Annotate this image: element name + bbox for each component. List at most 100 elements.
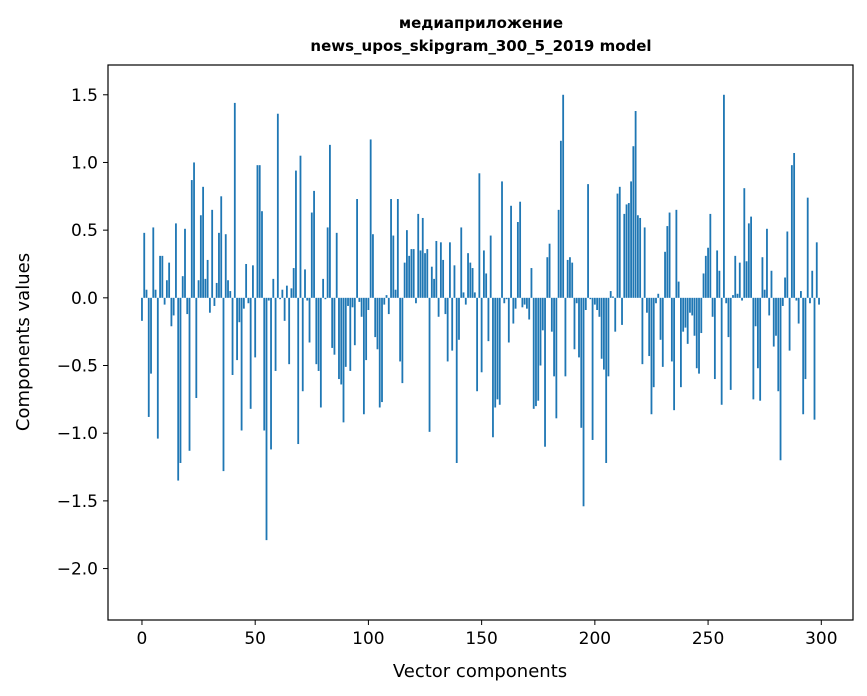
bar-50 — [254, 297, 257, 358]
bar-52 — [258, 165, 261, 298]
bar-87 — [338, 297, 340, 380]
bar-118 — [408, 255, 411, 298]
bar-284 — [784, 277, 786, 298]
bar-21 — [188, 297, 191, 451]
bar-95 — [356, 199, 358, 298]
y-tick-label-4: 0.0 — [71, 289, 98, 309]
bar-65 — [288, 297, 291, 365]
bar-22 — [190, 180, 193, 298]
bar-245 — [695, 297, 698, 369]
y-axis-ticks: −2.0 −1.5 −1.0 −0.5 0.0 0.5 1.0 1.5 — [57, 86, 108, 580]
bar-147 — [473, 292, 476, 298]
bar-16 — [177, 297, 180, 481]
bar-246 — [698, 297, 700, 374]
bar-12 — [168, 262, 171, 298]
bar-107 — [383, 297, 386, 305]
bar-214 — [625, 204, 628, 298]
bar-70 — [299, 155, 302, 298]
bar-234 — [670, 297, 673, 362]
bar-13 — [170, 297, 173, 327]
bar-23 — [193, 162, 195, 298]
bar-244 — [693, 297, 696, 336]
bar-241 — [686, 297, 689, 344]
bar-15 — [175, 223, 177, 298]
bar-263 — [736, 293, 739, 298]
bar-150 — [480, 297, 483, 373]
bar-120 — [412, 249, 415, 298]
bar-272 — [756, 297, 759, 369]
bar-178 — [544, 297, 546, 447]
bar-212 — [621, 297, 623, 325]
bar-231 — [664, 251, 666, 298]
bar-130 — [435, 240, 438, 298]
bar-277 — [768, 297, 771, 316]
bar-298 — [815, 242, 818, 298]
bar-126 — [426, 249, 429, 298]
bar-75 — [310, 212, 313, 298]
bar-102 — [372, 234, 374, 298]
bar-24 — [195, 297, 198, 398]
bar-154 — [489, 235, 492, 298]
bar-203 — [600, 297, 603, 359]
x-tick-label-150: 150 — [465, 629, 497, 649]
bar-35 — [220, 196, 223, 298]
bar-168 — [521, 297, 524, 308]
bar-1 — [143, 232, 146, 298]
bar-108 — [385, 295, 388, 298]
bar-131 — [437, 297, 440, 317]
bar-247 — [700, 297, 703, 334]
bar-81 — [324, 297, 327, 300]
bar-91 — [347, 297, 349, 306]
bar-217 — [632, 146, 635, 298]
bar-192 — [575, 297, 578, 304]
bar-153 — [487, 297, 490, 342]
bar-238 — [680, 297, 682, 388]
bar-196 — [584, 297, 587, 311]
bar-156 — [494, 297, 497, 408]
bar-111 — [392, 235, 395, 298]
bar-286 — [788, 297, 791, 351]
bar-223 — [646, 297, 648, 313]
bar-39 — [229, 291, 232, 298]
bar-295 — [809, 297, 811, 304]
bar-4 — [150, 297, 152, 374]
bar-278 — [770, 270, 773, 298]
bar-145 — [469, 262, 472, 298]
bar-237 — [677, 281, 680, 298]
bar-179 — [546, 257, 549, 298]
bar-37 — [224, 234, 227, 298]
bar-124 — [421, 217, 424, 298]
bar-60 — [276, 113, 279, 298]
bar-62 — [281, 289, 284, 298]
bar-258 — [725, 297, 728, 304]
bar-184 — [557, 209, 560, 298]
bar-110 — [390, 199, 392, 298]
bar-0 — [141, 297, 143, 321]
bar-221 — [641, 297, 644, 365]
bar-88 — [340, 297, 343, 385]
bar-48 — [249, 297, 252, 409]
bar-199 — [591, 297, 594, 440]
bar-224 — [648, 297, 651, 357]
x-tick-label-50: 50 — [244, 629, 266, 649]
bar-55 — [265, 297, 268, 541]
bar-2 — [145, 289, 148, 298]
bar-269 — [750, 216, 752, 298]
bar-71 — [301, 297, 304, 392]
bar-85 — [333, 297, 336, 355]
bar-216 — [630, 181, 632, 298]
bar-240 — [684, 297, 687, 328]
bar-101 — [369, 139, 372, 298]
bar-261 — [732, 295, 734, 298]
bar-155 — [492, 297, 494, 438]
x-axis-ticks: 0 50 100 150 200 250 300 — [137, 620, 838, 649]
bar-8 — [159, 255, 161, 298]
bar-119 — [410, 249, 413, 298]
bar-115 — [401, 297, 404, 384]
x-tick-label-200: 200 — [579, 629, 611, 649]
bar-289 — [795, 297, 798, 301]
bar-125 — [424, 253, 426, 298]
bar-14 — [172, 297, 175, 316]
bar-299 — [818, 297, 820, 305]
